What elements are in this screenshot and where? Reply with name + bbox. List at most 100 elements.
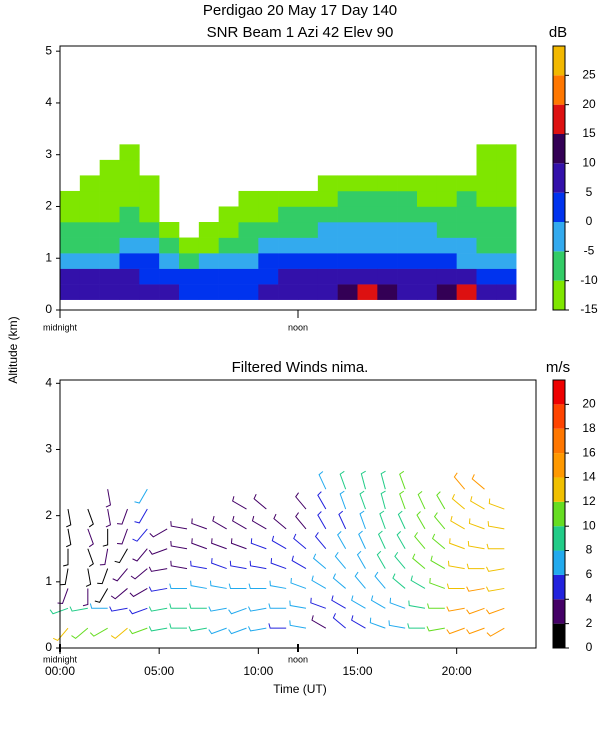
wind-barb	[129, 607, 148, 615]
wind-barb	[105, 489, 112, 508]
heatmap-cell	[139, 237, 160, 254]
wind-barb	[211, 558, 227, 570]
wind-barb	[446, 627, 465, 635]
colorbar-tick-label: -5	[584, 244, 595, 258]
colorbar-tick-label: 4	[586, 591, 593, 605]
heatmap-cell	[79, 175, 100, 192]
heatmap-cell	[99, 222, 120, 238]
colorbar-band	[553, 574, 565, 600]
wind-barb	[191, 518, 208, 530]
wind-barb	[66, 528, 72, 548]
heatmap-cell	[317, 237, 338, 254]
wind-barb	[63, 548, 69, 567]
wind-barb	[397, 510, 406, 530]
heatmap-cell	[298, 253, 319, 269]
wind-barb	[332, 613, 346, 629]
heatmap-cell	[278, 284, 299, 300]
wind-barb	[251, 515, 267, 530]
day-marker-label: noon	[288, 654, 308, 664]
wind-barb	[416, 511, 426, 530]
heatmap-cell	[79, 206, 100, 223]
wind-barb	[57, 588, 69, 605]
wind-barb	[431, 533, 446, 550]
colorbar-tick-label: 2	[586, 616, 593, 630]
heatmap-cell	[357, 284, 378, 300]
wind-barb	[148, 548, 168, 555]
wind-barb	[112, 568, 128, 582]
heatmap-cell	[476, 190, 497, 207]
heatmap-cell	[60, 206, 81, 223]
heatmap-cell	[60, 268, 81, 285]
colorbar-band	[553, 623, 565, 648]
heatmap-cell	[357, 268, 378, 285]
heatmap-cell	[198, 237, 219, 254]
wind-barb	[69, 606, 88, 612]
wind-barb	[311, 615, 327, 629]
wind-barb	[380, 490, 386, 510]
heatmap-cell	[79, 222, 100, 238]
wind-barb	[487, 521, 505, 530]
heatmap-cell	[337, 190, 358, 207]
y-tick-label: 3	[45, 147, 52, 161]
heatmap-cell	[456, 206, 477, 223]
heatmap-cell	[436, 222, 457, 238]
wind-barb	[269, 580, 287, 589]
heatmap-cell	[317, 284, 338, 300]
wind-barb	[268, 623, 287, 629]
heatmap-cell	[99, 237, 120, 254]
heatmap-cell	[496, 190, 517, 207]
wind-barb	[102, 528, 109, 547]
wind-barb	[358, 530, 366, 549]
wind-barb	[339, 470, 347, 490]
wind-barb	[89, 603, 108, 609]
wind-barb	[447, 560, 465, 570]
wind-barb	[339, 490, 347, 510]
wind-barb	[370, 595, 386, 609]
colorbar-band	[553, 163, 565, 193]
heatmap-cell	[179, 268, 200, 285]
heatmap-cell	[357, 175, 378, 192]
heatmap-cell	[179, 253, 200, 269]
heatmap-cell	[159, 268, 180, 285]
wind-barb	[359, 490, 366, 510]
heatmap-cell	[79, 190, 100, 207]
colorbar-band	[553, 251, 565, 281]
wind-barb	[466, 563, 485, 570]
heatmap-cell	[139, 253, 160, 269]
heatmap-cell	[377, 206, 398, 223]
heatmap-cell	[258, 268, 279, 285]
heatmap-cell	[258, 190, 279, 207]
heatmap-cell	[377, 190, 398, 207]
wind-barb	[117, 508, 128, 525]
heatmap-cell	[337, 206, 358, 223]
wind-barb	[467, 540, 485, 550]
wind-barb	[209, 580, 227, 589]
colorbar-band	[553, 280, 565, 310]
colorbar-band	[553, 134, 565, 164]
wind-barb	[99, 548, 109, 566]
wind-barb	[248, 583, 267, 589]
heatmap-cell	[317, 253, 338, 269]
colorbar-band	[553, 550, 565, 575]
wind-barb	[230, 538, 247, 550]
wind-barb	[228, 607, 247, 615]
wind-barb	[317, 511, 327, 530]
wind-barb	[392, 573, 406, 589]
wind-barb	[52, 627, 69, 642]
wind-barb	[486, 543, 505, 550]
wind-barb	[389, 597, 406, 609]
wind-barb	[129, 588, 148, 598]
heatmap-cell	[337, 222, 358, 238]
y-tick-label: 4	[45, 95, 52, 109]
wind-barb	[105, 508, 112, 528]
heatmap-cell	[60, 190, 81, 207]
y-tick-label: 1	[45, 574, 52, 588]
heatmap-cell	[119, 144, 140, 161]
wind-barb	[351, 595, 366, 609]
heatmap-cell	[436, 237, 457, 254]
wind-barb	[295, 512, 307, 530]
wind-barb	[268, 603, 287, 609]
wind-barb	[374, 571, 386, 589]
heatmap-cell	[218, 284, 239, 300]
heatmap-cell	[357, 222, 378, 238]
